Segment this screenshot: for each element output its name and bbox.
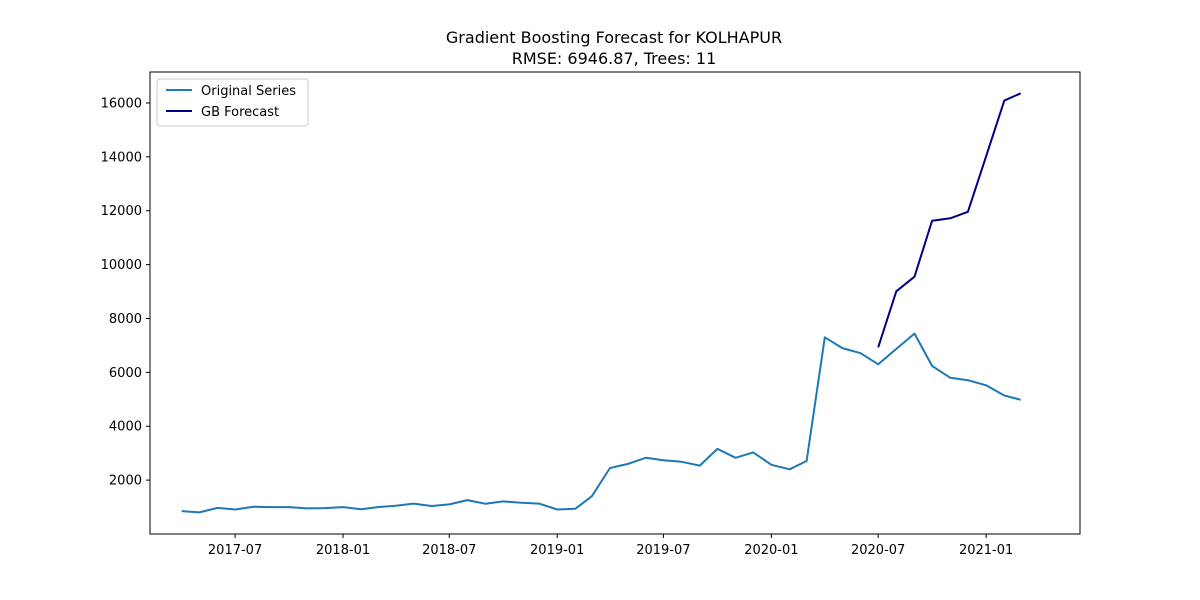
- y-tick-label: 4000: [109, 420, 142, 435]
- x-tick-label: 2018-01: [316, 543, 370, 558]
- y-tick-label: 10000: [101, 258, 142, 273]
- chart-subtitle: RMSE: 6946.87, Trees: 11: [512, 49, 717, 68]
- y-tick-label: 2000: [109, 474, 142, 489]
- y-tick-label: 8000: [109, 312, 142, 327]
- x-axis: 2017-07 2018-01 2018-07 2019-01 2019-07 2020-…: [208, 534, 1013, 558]
- legend: Original Series GB Forecast: [156, 78, 309, 127]
- x-tick-label: 2018-07: [422, 543, 476, 558]
- x-tick-label: 2017-07: [208, 543, 262, 558]
- x-tick-label: 2019-07: [636, 543, 690, 558]
- chart-title: Gradient Boosting Forecast for KOLHAPUR: [446, 28, 782, 47]
- y-tick-label: 14000: [101, 150, 142, 165]
- x-tick-label: 2019-01: [530, 543, 584, 558]
- x-tick-label: 2021-01: [959, 543, 1013, 558]
- plot-area: [149, 71, 1081, 535]
- x-tick-label: 2020-01: [744, 543, 798, 558]
- series-layer: [181, 92, 1022, 514]
- y-axis: 2000 4000 6000 8000 10000 12000 14000 16000: [101, 96, 150, 489]
- x-tick-label: 2020-07: [851, 543, 905, 558]
- series-line-gb-forecast: [877, 92, 1022, 348]
- legend-label-gb-forecast: GB Forecast: [201, 105, 279, 120]
- series-line-original-series: [181, 332, 1021, 514]
- y-tick-label: 16000: [101, 96, 142, 111]
- y-tick-label: 6000: [109, 366, 142, 381]
- legend-label-original-series: Original Series: [201, 84, 296, 99]
- legend-box: [156, 78, 309, 127]
- y-tick-label: 12000: [101, 204, 142, 219]
